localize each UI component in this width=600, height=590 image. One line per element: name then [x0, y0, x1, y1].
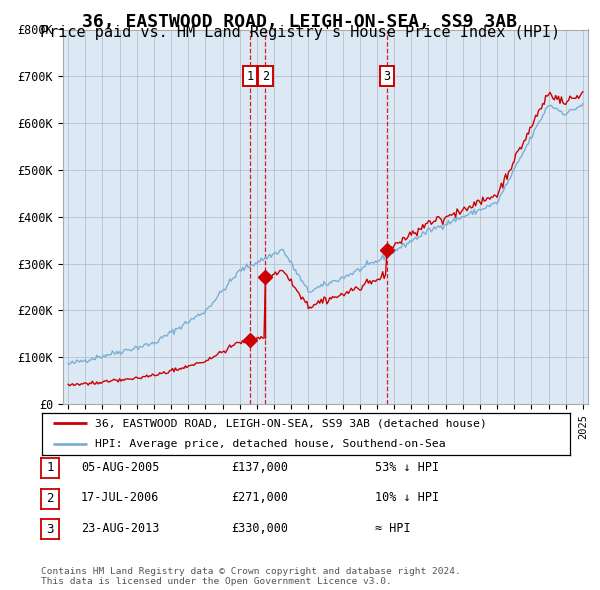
Text: Price paid vs. HM Land Registry's House Price Index (HPI): Price paid vs. HM Land Registry's House …	[40, 25, 560, 40]
Text: 3: 3	[46, 523, 53, 536]
Text: HPI: Average price, detached house, Southend-on-Sea: HPI: Average price, detached house, Sout…	[95, 440, 445, 450]
Text: 10% ↓ HPI: 10% ↓ HPI	[375, 491, 439, 504]
Text: 1: 1	[46, 461, 53, 474]
Text: This data is licensed under the Open Government Licence v3.0.: This data is licensed under the Open Gov…	[41, 578, 392, 586]
Text: £137,000: £137,000	[231, 461, 288, 474]
Text: 36, EASTWOOD ROAD, LEIGH-ON-SEA, SS9 3AB: 36, EASTWOOD ROAD, LEIGH-ON-SEA, SS9 3AB	[83, 13, 517, 31]
Text: 2: 2	[262, 70, 269, 83]
Text: 05-AUG-2005: 05-AUG-2005	[81, 461, 160, 474]
Text: ≈ HPI: ≈ HPI	[375, 522, 410, 535]
Text: 1: 1	[246, 70, 253, 83]
Text: £330,000: £330,000	[231, 522, 288, 535]
Text: Contains HM Land Registry data © Crown copyright and database right 2024.: Contains HM Land Registry data © Crown c…	[41, 567, 461, 576]
Text: 2: 2	[46, 492, 53, 505]
Text: 53% ↓ HPI: 53% ↓ HPI	[375, 461, 439, 474]
Text: 17-JUL-2006: 17-JUL-2006	[81, 491, 160, 504]
Text: £271,000: £271,000	[231, 491, 288, 504]
Text: 36, EASTWOOD ROAD, LEIGH-ON-SEA, SS9 3AB (detached house): 36, EASTWOOD ROAD, LEIGH-ON-SEA, SS9 3AB…	[95, 418, 487, 428]
Text: 23-AUG-2013: 23-AUG-2013	[81, 522, 160, 535]
Text: 3: 3	[383, 70, 391, 83]
